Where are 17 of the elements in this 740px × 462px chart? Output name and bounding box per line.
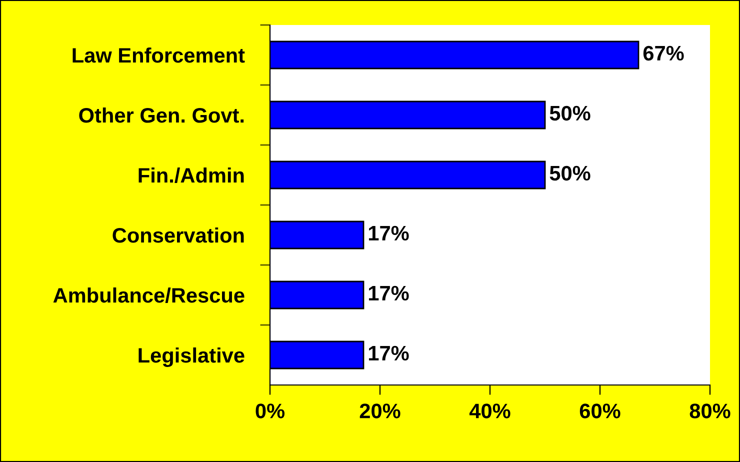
data-label: 17% <box>368 226 409 241</box>
y-tick-label: Fin./Admin <box>138 167 244 183</box>
y-tick-label: Conservation <box>112 227 244 243</box>
y-tick-label: Law Enforcement <box>72 47 245 63</box>
y-tick-label: Legislative <box>138 347 244 367</box>
y-tick-label: Ambulance/Rescue <box>53 287 244 303</box>
data-label: 67% <box>643 46 684 61</box>
x-tick-label: 0% <box>256 404 285 418</box>
x-tick-label: 60% <box>580 404 620 418</box>
data-label: 50% <box>550 166 590 181</box>
x-tick-label: 20% <box>360 404 400 418</box>
data-label: 50% <box>550 106 590 121</box>
data-label: 17% <box>368 286 409 301</box>
data-label: 17% <box>368 346 409 361</box>
y-tick-label: Other Gen. Govt. <box>79 107 244 123</box>
x-tick-label: 80% <box>690 404 730 418</box>
x-tick-label: 40% <box>469 404 510 418</box>
